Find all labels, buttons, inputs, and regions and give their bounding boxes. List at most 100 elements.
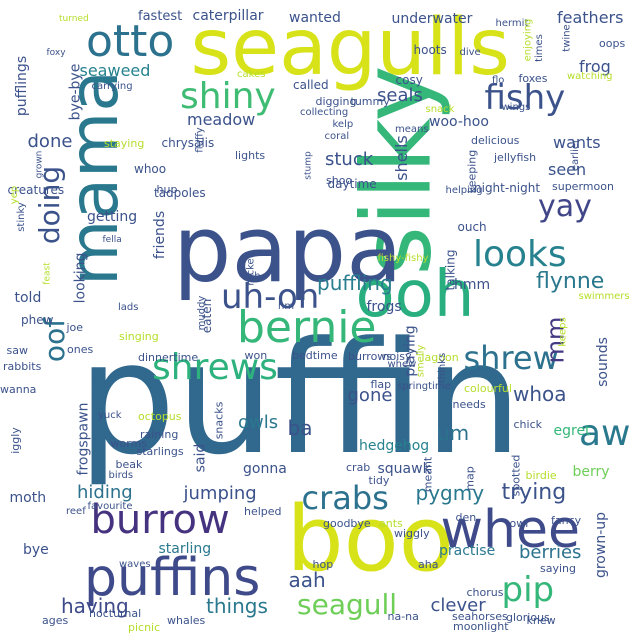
cloud-word: sh: [249, 271, 261, 282]
cloud-word: otto: [86, 16, 175, 67]
cloud-word: fancy: [551, 513, 582, 527]
cloud-word: needs: [452, 397, 486, 411]
cloud-word: helped: [244, 504, 282, 518]
cloud-word: phew: [21, 313, 54, 327]
cloud-word: meadow: [187, 110, 256, 129]
cloud-word: frogspawn: [74, 402, 91, 476]
cloud-word: talking: [442, 249, 457, 291]
cloud-word: yep: [9, 185, 21, 205]
cloud-word: sounds: [594, 337, 611, 387]
cloud-word: burrow: [90, 497, 230, 543]
cloud-word: ones: [67, 342, 94, 356]
cloud-word: whoa: [513, 382, 567, 406]
cloud-word: waves: [119, 559, 151, 570]
cloud-word: whales: [167, 613, 206, 627]
cloud-word: puffin: [77, 307, 523, 489]
cloud-word: bernie: [237, 302, 377, 353]
cloud-word: wanted: [289, 10, 341, 26]
cloud-word: lights: [235, 148, 266, 162]
cloud-word: supermoon: [552, 179, 614, 193]
cloud-word: grown-up: [593, 511, 610, 579]
cloud-word: cosy: [395, 73, 423, 87]
cloud-word: chorus: [466, 585, 504, 599]
cloud-word: getting: [87, 209, 138, 225]
cloud-word: clever: [430, 595, 486, 616]
cloud-word: octopus: [138, 409, 182, 423]
cloud-word: bedtime: [292, 348, 338, 362]
cloud-word: smelly: [414, 344, 426, 378]
cloud-word: creatures: [7, 183, 65, 197]
cloud-word: won: [244, 348, 268, 362]
cloud-word: raining: [140, 427, 179, 441]
cloud-word: bye: [23, 542, 49, 558]
cloud-word: flynne: [536, 269, 605, 294]
cloud-word: hm: [278, 301, 295, 312]
cloud-word: whoo: [134, 162, 167, 176]
cloud-word: seahorses: [452, 609, 508, 623]
cloud-word: meant: [421, 456, 435, 492]
cloud-word: practise: [439, 543, 496, 559]
cloud-word: burrows: [348, 349, 393, 363]
cloud-word: frogs: [366, 299, 402, 315]
cloud-word: shrews: [152, 347, 278, 388]
cloud-word: trying: [501, 480, 567, 505]
cloud-word: map: [463, 465, 477, 491]
cloud-word: wings: [501, 102, 531, 113]
cloud-word: lads: [118, 302, 139, 313]
cloud-word: yuck: [98, 410, 122, 421]
cloud-word: puffling: [317, 271, 393, 295]
cloud-word: told: [14, 290, 42, 306]
cloud-word: oops: [599, 36, 626, 50]
cloud-word: seals: [377, 85, 423, 106]
cloud-word: ooh: [355, 258, 475, 332]
cloud-word: starlings: [136, 444, 184, 458]
cloud-word: birds: [108, 470, 134, 481]
cloud-word: hup: [156, 182, 178, 196]
cloud-word: means: [395, 124, 429, 135]
cloud-word: ages: [42, 613, 69, 627]
cloud-word: cakes: [237, 69, 266, 80]
cloud-word: hoots: [413, 43, 447, 57]
cloud-word: flo: [492, 75, 505, 86]
cloud-word: fishy: [484, 78, 566, 118]
cloud-word: picnic: [128, 620, 161, 634]
cloud-word: flap: [370, 377, 392, 391]
cloud-word: beak: [115, 457, 143, 471]
cloud-word: tidy: [368, 473, 390, 487]
cloud-word: birdie: [525, 468, 557, 482]
cloud-word: boo: [286, 487, 454, 592]
cloud-word: stinky: [15, 202, 27, 232]
cloud-word: earlier: [570, 138, 582, 172]
cloud-word: feast: [42, 261, 53, 285]
cloud-word: saying: [540, 561, 576, 575]
cloud-word: bye-bye: [66, 63, 83, 121]
cloud-word: having: [61, 594, 129, 618]
cloud-word: times: [533, 34, 545, 62]
cloud-word: aah: [288, 568, 326, 592]
cloud-word: nocturnal: [89, 606, 142, 620]
cloud-word: pufflings: [14, 55, 31, 117]
cloud-word: fluffy: [194, 127, 206, 153]
cloud-word: joe: [66, 320, 84, 334]
cloud-word: hiding: [77, 482, 133, 503]
cloud-word: fishy-fishy: [377, 253, 429, 264]
cloud-word: shrew: [463, 339, 559, 377]
cloud-word: done: [27, 131, 73, 152]
cloud-word: snack: [425, 104, 455, 115]
cloud-word: fastest: [138, 8, 183, 24]
cloud-word: noisy: [382, 349, 412, 363]
cloud-word: pip: [501, 570, 555, 610]
cloud-word: pygmy: [415, 481, 485, 505]
cloud-word: friends: [152, 210, 169, 260]
cloud-word: hedgehog: [359, 438, 430, 454]
cloud-word: berries: [519, 542, 582, 563]
cloud-word: shells: [391, 135, 411, 181]
cloud-word: favourite: [87, 501, 133, 512]
cloud-word: gone: [347, 385, 393, 406]
cloud-word: tadpoles: [154, 186, 206, 200]
cloud-word: seen: [548, 160, 587, 179]
cloud-word: den: [455, 510, 477, 524]
cloud-word: spotted: [509, 454, 523, 496]
cloud-word: stump: [303, 150, 314, 180]
